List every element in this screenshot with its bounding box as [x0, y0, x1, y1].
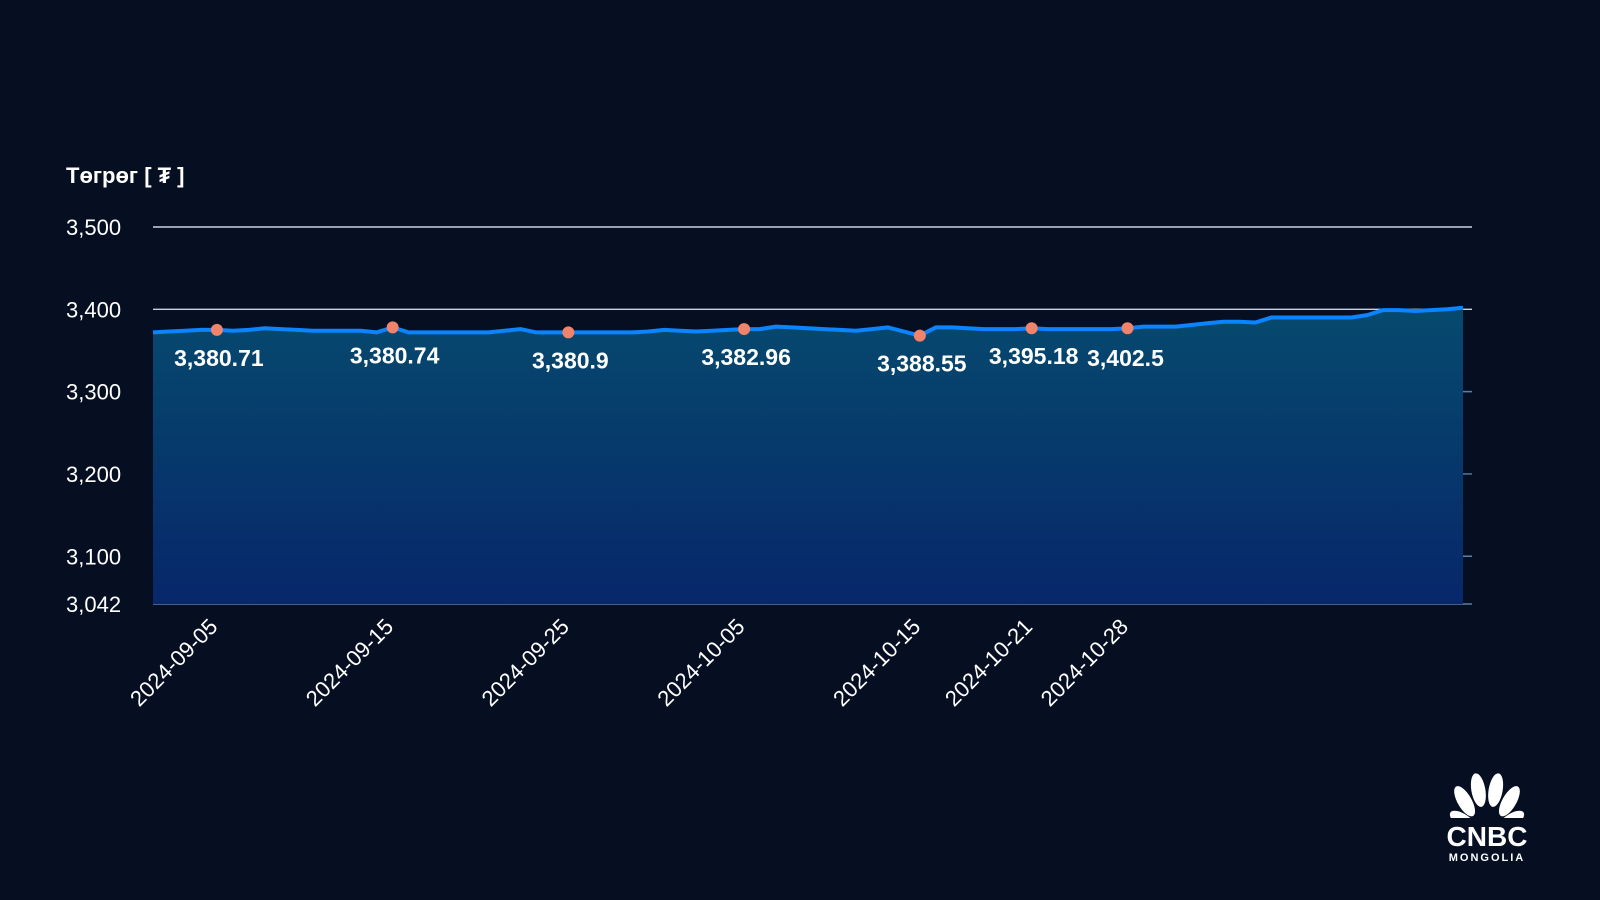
- data-label: 3,402.5: [1087, 345, 1164, 371]
- data-marker: [562, 326, 575, 339]
- data-label: 3,380.9: [532, 347, 609, 373]
- data-label: 3,382.96: [701, 344, 791, 370]
- data-marker: [1121, 322, 1134, 335]
- area-fill: [153, 307, 1463, 604]
- data-marker: [913, 329, 926, 342]
- data-marker: [1025, 322, 1038, 335]
- y-tick-labels: 3,500 3,400 3,300 3,200 3,100 3,042: [66, 215, 121, 617]
- y-tick-label: 3,300: [66, 380, 121, 405]
- data-marker: [738, 323, 751, 336]
- logo-subtitle: MONGOLIA: [1448, 852, 1526, 864]
- data-label: 3,380.71: [174, 345, 264, 371]
- x-tick-label: 2024-10-28: [1036, 614, 1133, 711]
- logo-wordmark: CNBC: [1446, 821, 1528, 852]
- peacock-icon: [1449, 773, 1525, 833]
- y-tick-label: 3,042: [66, 592, 121, 617]
- y-axis-title: Төгрөг [ ₮ ]: [66, 163, 185, 188]
- x-tick-label: 2024-10-15: [828, 614, 925, 711]
- x-tick-label: 2024-09-25: [477, 614, 574, 711]
- data-marker: [386, 321, 399, 334]
- y-tick-label: 3,500: [66, 215, 121, 240]
- data-marker: [210, 323, 223, 336]
- data-labels: 3,380.71 3,380.74 3,380.9 3,382.96 3,388.55 3…: [174, 342, 1164, 376]
- y-tick-label: 3,400: [66, 297, 121, 322]
- y-tick-label: 3,100: [66, 544, 121, 569]
- area-fill-group: [152, 305, 1464, 604]
- data-label: 3,388.55: [877, 351, 967, 377]
- x-tick-labels: 2024-09-05 2024-09-15 2024-09-25 2024-10-05…: [125, 614, 1133, 711]
- x-tick-label: 2024-09-05: [125, 614, 222, 711]
- data-markers: [210, 321, 1134, 342]
- x-tick-label: 2024-09-15: [301, 614, 398, 711]
- y-tick-label: 3,200: [66, 462, 121, 487]
- cnbc-mongolia-logo: CNBC MONGOLIA: [1432, 770, 1542, 865]
- series-line: [152, 305, 1464, 338]
- x-tick-label: 2024-10-21: [940, 614, 1037, 711]
- data-label: 3,395.18: [989, 343, 1079, 369]
- x-tick-label: 2024-10-05: [652, 614, 749, 711]
- data-label: 3,380.74: [350, 342, 440, 368]
